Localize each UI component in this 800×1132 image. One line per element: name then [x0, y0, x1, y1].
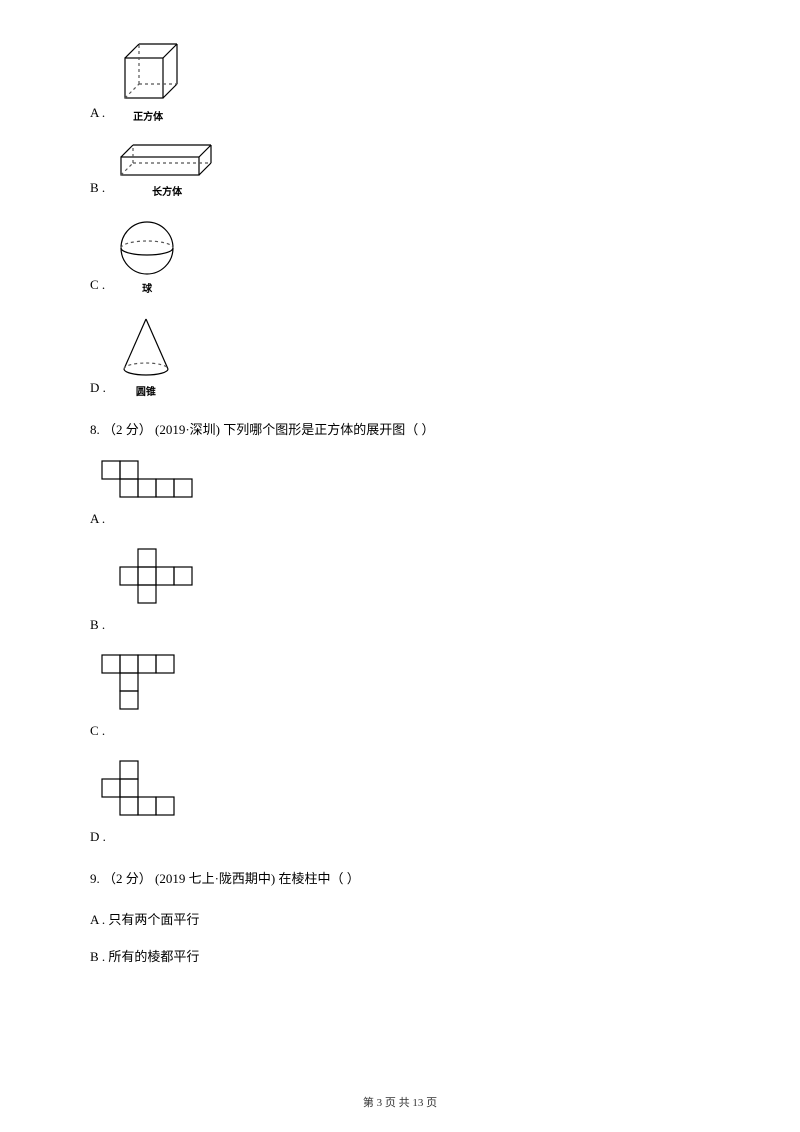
net-b-letter: B .	[90, 617, 698, 635]
option-b-letter: B .	[90, 180, 105, 198]
net-option-a: A .	[90, 459, 710, 529]
sphere-figure: 球	[117, 218, 177, 295]
cone-caption: 圆锥	[136, 383, 156, 398]
cuboid-figure: 长方体	[117, 143, 217, 198]
option-a-cube: A . 正方体	[90, 40, 710, 123]
cone-figure: 圆锥	[118, 315, 174, 398]
question-9: 9. （2 分） (2019 七上·陇西期中) 在棱柱中（ ）	[90, 867, 710, 890]
cuboid-svg	[117, 143, 217, 181]
net-a-svg	[100, 459, 210, 501]
option-c-letter: C .	[90, 277, 105, 295]
page-footer: 第 3 页 共 13 页	[0, 1094, 800, 1110]
net-option-b: B .	[90, 547, 710, 635]
cube-figure: 正方体	[117, 40, 179, 123]
net-option-d: D .	[90, 759, 710, 847]
net-c-letter: C .	[90, 723, 698, 741]
option-d-letter: D .	[90, 380, 106, 398]
net-a-letter: A .	[90, 511, 698, 529]
option-a-letter: A .	[90, 105, 105, 123]
option-c-sphere: C . 球	[90, 218, 710, 295]
net-d-letter: D .	[90, 829, 698, 847]
net-c-svg	[100, 653, 210, 713]
question-8: 8. （2 分） (2019·深圳) 下列哪个图形是正方体的展开图（ ）	[90, 418, 710, 441]
q9-option-b: B . 所有的棱都平行	[90, 946, 710, 965]
net-b-svg	[100, 547, 210, 607]
option-d-cone: D . 圆锥	[90, 315, 710, 398]
cube-caption: 正方体	[133, 108, 163, 123]
sphere-svg	[117, 218, 177, 278]
cuboid-caption: 长方体	[152, 183, 182, 198]
option-b-cuboid: B . 长方体	[90, 143, 710, 198]
cube-svg	[117, 40, 179, 106]
q9-option-a: A . 只有两个面平行	[90, 909, 710, 928]
cone-svg	[118, 315, 174, 381]
sphere-caption: 球	[142, 280, 152, 295]
net-d-svg	[100, 759, 210, 819]
net-option-c: C .	[90, 653, 710, 741]
